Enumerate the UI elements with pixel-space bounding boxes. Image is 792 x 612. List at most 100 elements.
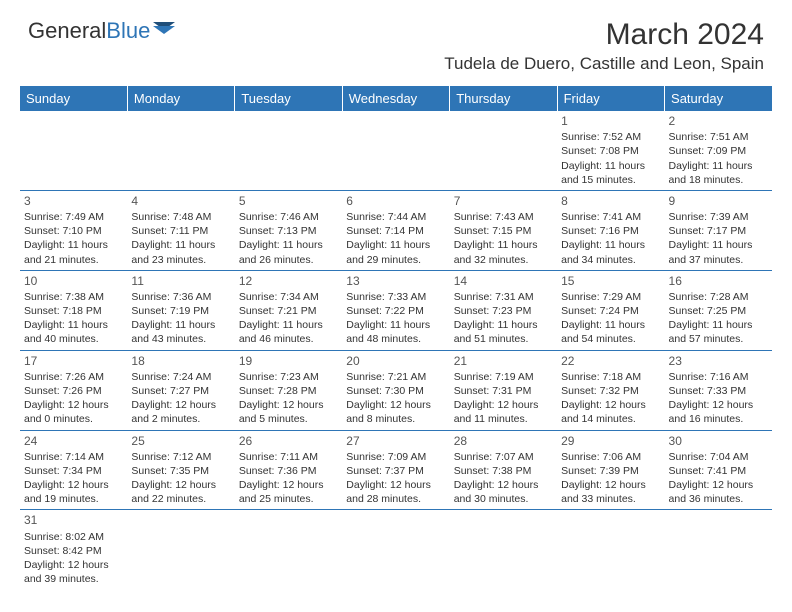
daylight-text: Daylight: 11 hours and 15 minutes. (561, 159, 660, 187)
calendar-cell: 3Sunrise: 7:49 AMSunset: 7:10 PMDaylight… (20, 190, 127, 270)
sunrise-text: Sunrise: 7:31 AM (454, 290, 553, 304)
calendar-cell: 24Sunrise: 7:14 AMSunset: 7:34 PMDayligh… (20, 430, 127, 510)
sunset-text: Sunset: 7:25 PM (669, 304, 768, 318)
col-sunday: Sunday (20, 86, 127, 111)
day-number: 20 (346, 353, 445, 369)
sunrise-text: Sunrise: 8:02 AM (24, 530, 123, 544)
calendar-cell: 1Sunrise: 7:52 AMSunset: 7:08 PMDaylight… (557, 111, 664, 190)
calendar-cell: 30Sunrise: 7:04 AMSunset: 7:41 PMDayligh… (665, 430, 772, 510)
logo: GeneralBlue (28, 18, 175, 44)
calendar-cell (450, 111, 557, 190)
sunset-text: Sunset: 7:21 PM (239, 304, 338, 318)
sunset-text: Sunset: 7:35 PM (131, 464, 230, 478)
calendar-cell: 29Sunrise: 7:06 AMSunset: 7:39 PMDayligh… (557, 430, 664, 510)
day-number: 26 (239, 433, 338, 449)
sunset-text: Sunset: 7:15 PM (454, 224, 553, 238)
day-number: 11 (131, 273, 230, 289)
sunset-text: Sunset: 7:31 PM (454, 384, 553, 398)
day-number: 12 (239, 273, 338, 289)
calendar-cell: 2Sunrise: 7:51 AMSunset: 7:09 PMDaylight… (665, 111, 772, 190)
calendar-row: 24Sunrise: 7:14 AMSunset: 7:34 PMDayligh… (20, 430, 772, 510)
sunrise-text: Sunrise: 7:48 AM (131, 210, 230, 224)
sunrise-text: Sunrise: 7:36 AM (131, 290, 230, 304)
day-number: 19 (239, 353, 338, 369)
calendar-cell: 21Sunrise: 7:19 AMSunset: 7:31 PMDayligh… (450, 350, 557, 430)
daylight-text: Daylight: 12 hours and 19 minutes. (24, 478, 123, 506)
day-number: 6 (346, 193, 445, 209)
sunrise-text: Sunrise: 7:29 AM (561, 290, 660, 304)
day-number: 2 (669, 113, 768, 129)
day-number: 14 (454, 273, 553, 289)
sunrise-text: Sunrise: 7:11 AM (239, 450, 338, 464)
day-number: 28 (454, 433, 553, 449)
sunrise-text: Sunrise: 7:06 AM (561, 450, 660, 464)
sunrise-text: Sunrise: 7:23 AM (239, 370, 338, 384)
col-tuesday: Tuesday (235, 86, 342, 111)
sunset-text: Sunset: 7:27 PM (131, 384, 230, 398)
sunset-text: Sunset: 7:41 PM (669, 464, 768, 478)
sunrise-text: Sunrise: 7:33 AM (346, 290, 445, 304)
calendar-cell: 12Sunrise: 7:34 AMSunset: 7:21 PMDayligh… (235, 270, 342, 350)
sunrise-text: Sunrise: 7:07 AM (454, 450, 553, 464)
daylight-text: Daylight: 11 hours and 43 minutes. (131, 318, 230, 346)
day-number: 30 (669, 433, 768, 449)
calendar-cell (127, 510, 234, 589)
sunrise-text: Sunrise: 7:51 AM (669, 130, 768, 144)
daylight-text: Daylight: 12 hours and 36 minutes. (669, 478, 768, 506)
sunrise-text: Sunrise: 7:12 AM (131, 450, 230, 464)
calendar-cell: 13Sunrise: 7:33 AMSunset: 7:22 PMDayligh… (342, 270, 449, 350)
sunset-text: Sunset: 7:23 PM (454, 304, 553, 318)
sunrise-text: Sunrise: 7:43 AM (454, 210, 553, 224)
calendar-cell: 6Sunrise: 7:44 AMSunset: 7:14 PMDaylight… (342, 190, 449, 270)
sunrise-text: Sunrise: 7:28 AM (669, 290, 768, 304)
calendar-cell: 7Sunrise: 7:43 AMSunset: 7:15 PMDaylight… (450, 190, 557, 270)
daylight-text: Daylight: 12 hours and 11 minutes. (454, 398, 553, 426)
calendar-cell: 20Sunrise: 7:21 AMSunset: 7:30 PMDayligh… (342, 350, 449, 430)
sunset-text: Sunset: 7:28 PM (239, 384, 338, 398)
calendar-cell: 25Sunrise: 7:12 AMSunset: 7:35 PMDayligh… (127, 430, 234, 510)
header: GeneralBlue March 2024 Tudela de Duero, … (0, 0, 792, 78)
calendar-cell (557, 510, 664, 589)
calendar-cell (450, 510, 557, 589)
col-thursday: Thursday (450, 86, 557, 111)
calendar-cell: 11Sunrise: 7:36 AMSunset: 7:19 PMDayligh… (127, 270, 234, 350)
daylight-text: Daylight: 11 hours and 51 minutes. (454, 318, 553, 346)
calendar-cell: 28Sunrise: 7:07 AMSunset: 7:38 PMDayligh… (450, 430, 557, 510)
calendar-cell (342, 510, 449, 589)
daylight-text: Daylight: 11 hours and 54 minutes. (561, 318, 660, 346)
sunset-text: Sunset: 7:37 PM (346, 464, 445, 478)
sunrise-text: Sunrise: 7:38 AM (24, 290, 123, 304)
logo-text-blue: Blue (106, 18, 150, 44)
sunset-text: Sunset: 7:17 PM (669, 224, 768, 238)
daylight-text: Daylight: 12 hours and 39 minutes. (24, 558, 123, 586)
day-number: 1 (561, 113, 660, 129)
daylight-text: Daylight: 12 hours and 0 minutes. (24, 398, 123, 426)
sunset-text: Sunset: 7:11 PM (131, 224, 230, 238)
daylight-text: Daylight: 11 hours and 18 minutes. (669, 159, 768, 187)
calendar-cell (127, 111, 234, 190)
calendar-row: 3Sunrise: 7:49 AMSunset: 7:10 PMDaylight… (20, 190, 772, 270)
sunrise-text: Sunrise: 7:18 AM (561, 370, 660, 384)
day-number: 25 (131, 433, 230, 449)
day-number: 13 (346, 273, 445, 289)
day-number: 10 (24, 273, 123, 289)
calendar-cell: 22Sunrise: 7:18 AMSunset: 7:32 PMDayligh… (557, 350, 664, 430)
calendar-cell (20, 111, 127, 190)
daylight-text: Daylight: 11 hours and 40 minutes. (24, 318, 123, 346)
sunrise-text: Sunrise: 7:04 AM (669, 450, 768, 464)
sunset-text: Sunset: 7:36 PM (239, 464, 338, 478)
col-friday: Friday (557, 86, 664, 111)
sunrise-text: Sunrise: 7:21 AM (346, 370, 445, 384)
daylight-text: Daylight: 12 hours and 33 minutes. (561, 478, 660, 506)
calendar-cell: 10Sunrise: 7:38 AMSunset: 7:18 PMDayligh… (20, 270, 127, 350)
calendar-cell: 5Sunrise: 7:46 AMSunset: 7:13 PMDaylight… (235, 190, 342, 270)
sunset-text: Sunset: 7:24 PM (561, 304, 660, 318)
sunrise-text: Sunrise: 7:44 AM (346, 210, 445, 224)
calendar-row: 1Sunrise: 7:52 AMSunset: 7:08 PMDaylight… (20, 111, 772, 190)
calendar-cell: 19Sunrise: 7:23 AMSunset: 7:28 PMDayligh… (235, 350, 342, 430)
daylight-text: Daylight: 11 hours and 34 minutes. (561, 238, 660, 266)
day-number: 8 (561, 193, 660, 209)
logo-text-general: General (28, 18, 106, 44)
daylight-text: Daylight: 12 hours and 14 minutes. (561, 398, 660, 426)
daylight-text: Daylight: 12 hours and 22 minutes. (131, 478, 230, 506)
